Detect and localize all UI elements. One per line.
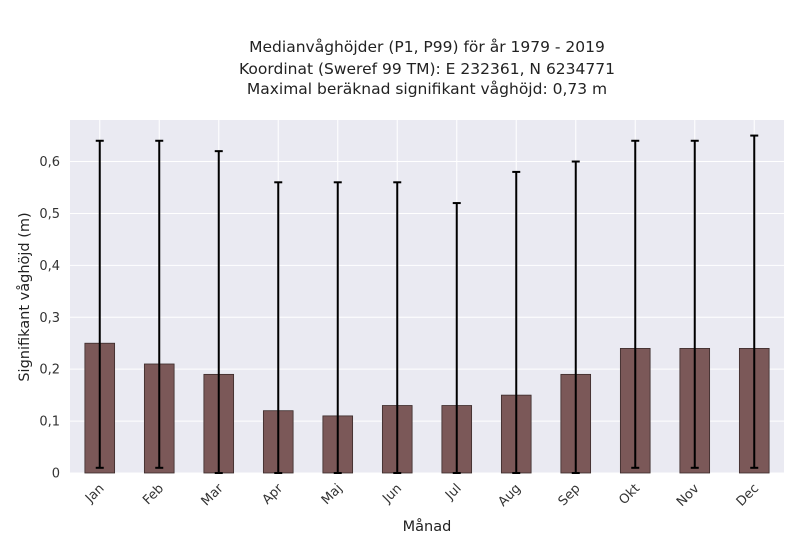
x-tick-label: Mar	[199, 481, 227, 509]
chart-title: Medianvåghöjder (P1, P99) för år 1979 - …	[239, 38, 615, 98]
title-line-3: Maximal beräknad signifikant våghöjd: 0,…	[247, 80, 607, 98]
x-tick-label: Apr	[260, 481, 287, 508]
x-tick-label: Maj	[319, 481, 346, 508]
x-tick-label: Okt	[616, 481, 643, 508]
y-tick-label: 0,3	[39, 311, 60, 326]
x-tick-labels: Jan Feb Mar Apr Maj Jun Jul Aug Sep Okt Nov Dec	[82, 481, 762, 510]
error-bars	[95, 134, 759, 474]
x-tick-label: Jun	[379, 481, 405, 507]
x-tick-label: Dec	[734, 481, 762, 509]
y-tick-label: 0,4	[39, 259, 60, 274]
x-tick-label: Sep	[556, 481, 584, 509]
x-axis-label: Månad	[403, 518, 452, 535]
plot-area	[70, 120, 784, 473]
y-tick-label: 0	[52, 467, 60, 482]
y-axis-label: Signifikant våghöjd (m)	[16, 212, 33, 381]
x-tick-label: Feb	[140, 481, 167, 508]
x-tick-label: Jul	[442, 481, 464, 503]
x-tick-label: Jan	[82, 481, 107, 506]
y-tick-label: 0,6	[39, 155, 60, 170]
y-tick-label: 0,1	[39, 415, 60, 430]
y-tick-labels: 0 0,1 0,2 0,3 0,4 0,5 0,6	[39, 155, 60, 481]
x-tick-label: Aug	[496, 481, 525, 510]
title-line-2: Koordinat (Sweref 99 TM): E 232361, N 62…	[239, 60, 615, 78]
title-line-1: Medianvåghöjder (P1, P99) för år 1979 - …	[249, 38, 605, 56]
x-tick-label: Nov	[674, 481, 703, 510]
y-tick-label: 0,2	[39, 363, 60, 378]
y-tick-label: 0,5	[39, 207, 60, 222]
